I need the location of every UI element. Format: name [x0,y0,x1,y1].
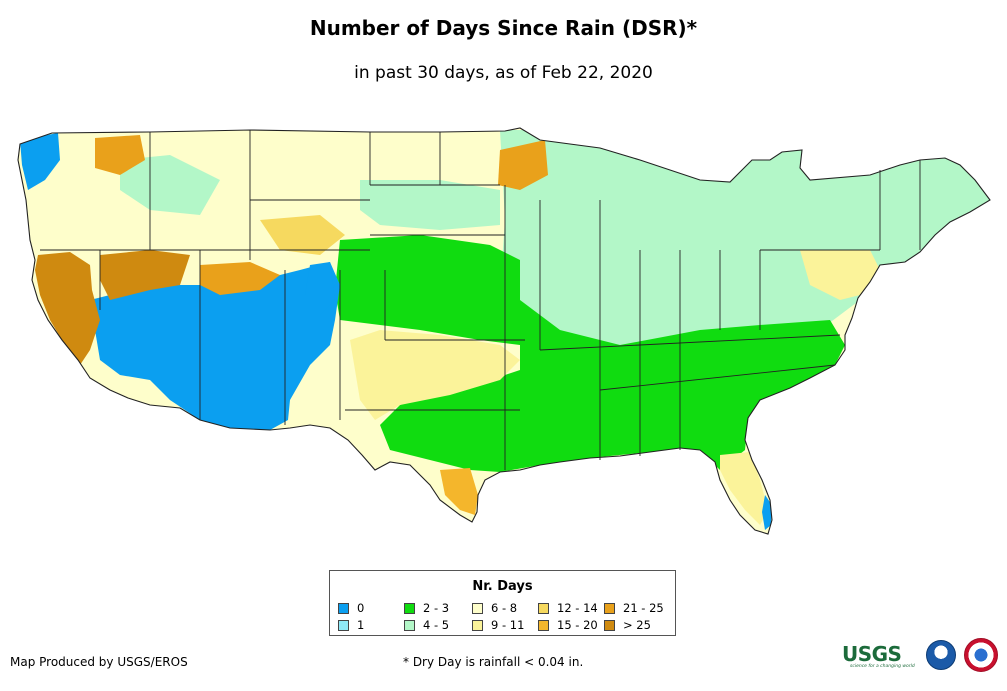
legend-item: 2 - 3 [404,601,472,615]
legend-label: 12 - 14 [557,601,598,615]
noaa-logo [926,640,956,670]
legend-label: 2 - 3 [423,601,450,615]
legend-item: 4 - 5 [404,618,472,632]
legend-swatch [604,619,615,631]
legend-item: > 25 [604,618,670,632]
nws-logo [964,638,998,672]
region-9-11-florida [720,452,768,525]
legend-item: 0 [338,601,404,615]
legend-label: 1 [357,618,365,632]
legend-swatch [338,619,349,631]
region-0-washington [20,133,60,190]
legend-swatch [538,602,549,614]
legend-swatch [604,602,615,614]
legend: Nr. Days 0 2 - 3 6 - 8 12 - 14 21 - 25 1 4 - 5… [329,570,676,636]
credit-text: Map Produced by USGS/EROS [10,655,188,669]
legend-label: 6 - 8 [491,601,518,615]
legend-label: 15 - 20 [557,618,598,632]
region-0-southwest [90,262,340,430]
usgs-tagline: science for a changing world [850,664,915,669]
region-9-11-mid-atlantic [800,250,880,300]
legend-item: 1 [338,618,404,632]
region-21-25-north-plains [498,140,548,190]
us-outline [17,127,991,535]
legend-item: 6 - 8 [472,601,538,615]
legend-item: 9 - 11 [472,618,538,632]
region-21-25-great-basin [200,262,280,295]
region-9-11-texas-panhandle [350,330,520,420]
legend-label: 0 [357,601,365,615]
region-4-5-plains [360,180,500,230]
legend-swatch [404,602,415,614]
region-21-25-idaho [95,135,145,175]
region-2-3-central [335,235,845,472]
legend-label: 4 - 5 [423,618,450,632]
region-0-south-florida [762,495,772,530]
legend-label: > 25 [623,618,651,632]
legend-swatch [338,602,349,614]
agency-logos: USGS science for a changing world [842,636,1002,676]
legend-title: Nr. Days [472,579,533,594]
map-subtitle: in past 30 days, as of Feb 22, 2020 [354,63,653,83]
legend-item: 21 - 25 [604,601,670,615]
region-0-colorado [305,262,335,315]
footnote-text: * Dry Day is rainfall < 0.04 in. [403,655,584,669]
legend-item: 12 - 14 [538,601,604,615]
usgs-logo: USGS [842,642,902,666]
legend-label: 9 - 11 [491,618,525,632]
state-border [599,364,836,391]
us-days-since-rain-map [17,127,991,535]
region-12-14-wyoming [260,215,345,255]
region-4-5-northwest [120,155,220,215]
region-gt25-california [35,252,100,365]
legend-label: 21 - 25 [623,601,664,615]
legend-swatch [472,619,483,631]
legend-swatch [472,602,483,614]
map-title: Number of Days Since Rain (DSR)* [309,16,698,40]
legend-swatch [404,619,415,631]
state-border [539,334,841,351]
legend-swatch [538,619,549,631]
region-15-20-south-texas [440,468,478,515]
legend-item: 15 - 20 [538,618,604,632]
region-gt25-nevada [100,250,190,300]
legend-grid: 0 2 - 3 6 - 8 12 - 14 21 - 25 1 4 - 5 9 - 11 15 … [338,601,669,632]
